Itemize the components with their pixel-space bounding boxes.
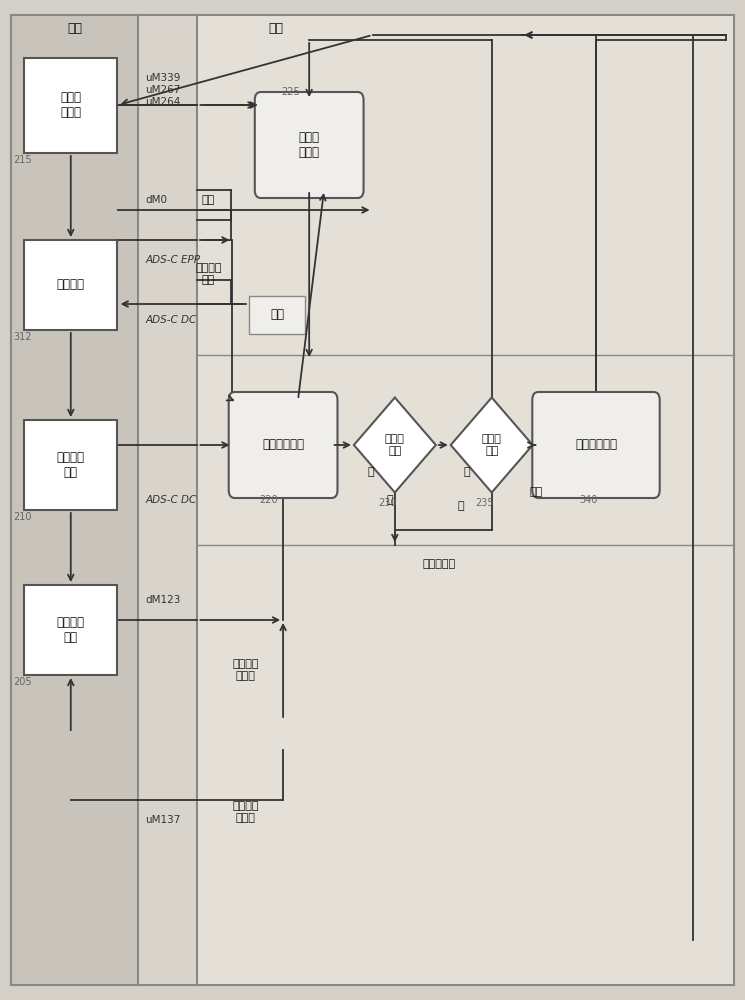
Text: 312: 312 bbox=[13, 332, 31, 342]
Bar bbox=[24, 585, 118, 675]
Text: 修改飞
行计划: 修改飞 行计划 bbox=[60, 91, 81, 119]
Text: ADS-C DC: ADS-C DC bbox=[145, 495, 197, 505]
FancyBboxPatch shape bbox=[229, 392, 337, 498]
Text: dM123: dM123 bbox=[145, 595, 180, 605]
Text: 构建同步轨迹: 构建同步轨迹 bbox=[575, 438, 617, 452]
Text: 235: 235 bbox=[475, 498, 493, 508]
Text: 首次飞行前: 首次飞行前 bbox=[423, 559, 456, 569]
Text: uM339
uM267
uM264: uM339 uM267 uM264 bbox=[145, 73, 180, 107]
Text: 发起飞行
中同步: 发起飞行 中同步 bbox=[232, 659, 259, 681]
Text: 225: 225 bbox=[281, 87, 300, 97]
Bar bbox=[24, 420, 118, 510]
Text: 是: 是 bbox=[463, 467, 469, 477]
Text: 否: 否 bbox=[387, 495, 393, 505]
Bar bbox=[11, 15, 138, 985]
Text: 空中动
作？: 空中动 作？ bbox=[482, 434, 501, 456]
FancyBboxPatch shape bbox=[532, 392, 660, 498]
Text: 下行链路
轨迹: 下行链路 轨迹 bbox=[57, 451, 85, 479]
Text: 比较轨迹: 比较轨迹 bbox=[57, 278, 85, 292]
Bar bbox=[197, 15, 734, 985]
Polygon shape bbox=[354, 397, 436, 492]
Text: ADS-C EPP: ADS-C EPP bbox=[145, 255, 200, 265]
Text: 发起飞行
前同步: 发起飞行 前同步 bbox=[232, 801, 259, 823]
Text: 提取飞行
计划: 提取飞行 计划 bbox=[57, 616, 85, 644]
Text: 否: 否 bbox=[457, 501, 463, 511]
Text: 时延: 时延 bbox=[202, 195, 215, 205]
Text: 地面: 地面 bbox=[270, 308, 284, 322]
Text: uM137: uM137 bbox=[145, 815, 180, 825]
Text: 215: 215 bbox=[13, 155, 31, 165]
Text: 地面动
作？: 地面动 作？ bbox=[385, 434, 405, 456]
Bar bbox=[249, 296, 305, 334]
FancyBboxPatch shape bbox=[255, 92, 364, 198]
Bar bbox=[138, 15, 197, 985]
Text: 220: 220 bbox=[259, 495, 277, 505]
Text: 340: 340 bbox=[580, 495, 597, 505]
Text: 地面: 地面 bbox=[268, 21, 283, 34]
Bar bbox=[24, 57, 118, 152]
Bar bbox=[24, 240, 118, 330]
Text: 飞机: 飞机 bbox=[67, 21, 82, 34]
Polygon shape bbox=[451, 397, 533, 492]
Text: 230: 230 bbox=[378, 498, 396, 508]
Text: 210: 210 bbox=[13, 512, 31, 522]
Text: 地面飞行
计划: 地面飞行 计划 bbox=[195, 263, 222, 285]
Text: 205: 205 bbox=[13, 677, 31, 687]
Text: ADS-C DC: ADS-C DC bbox=[145, 315, 197, 325]
Text: 否则: 否则 bbox=[530, 487, 543, 497]
Text: dM0: dM0 bbox=[145, 195, 168, 205]
Text: 修改飞
行计划: 修改飞 行计划 bbox=[299, 131, 320, 159]
Text: 比较飞行计划: 比较飞行计划 bbox=[262, 438, 304, 452]
Text: 是: 是 bbox=[368, 467, 374, 477]
